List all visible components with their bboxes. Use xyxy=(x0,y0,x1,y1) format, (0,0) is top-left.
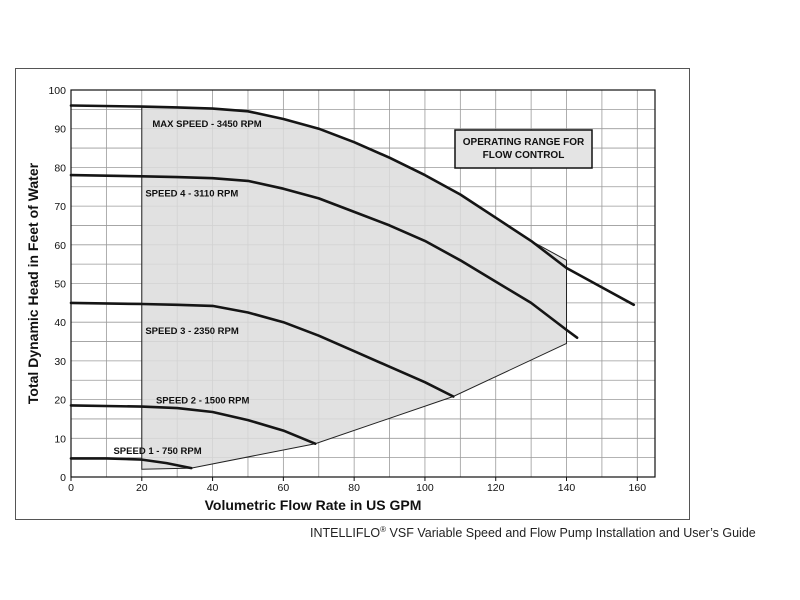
x-tick-label: 60 xyxy=(278,482,290,494)
x-tick-label: 160 xyxy=(629,482,647,494)
x-tick-label: 100 xyxy=(416,482,434,494)
y-tick-label: 0 xyxy=(60,472,66,484)
caption-brand: INTELLIFLO xyxy=(310,526,381,541)
speed-curve-2 xyxy=(69,173,579,339)
y-tick-label: 100 xyxy=(48,85,66,97)
y-tick-label: 90 xyxy=(54,124,66,136)
x-tick-label: 80 xyxy=(348,482,360,494)
curve-label-4: SPEED 2 - 1500 RPM xyxy=(156,395,250,406)
y-tick-label: 50 xyxy=(54,279,66,291)
x-axis-label: Volumetric Flow Rate in US GPM xyxy=(205,497,422,513)
x-tick-label: 20 xyxy=(136,482,148,494)
speed-curve-1 xyxy=(69,104,636,307)
operating-range-label-line-1: OPERATING RANGE FOR xyxy=(463,137,585,148)
operating-range-box-frame xyxy=(454,129,593,169)
x-tick-label: 120 xyxy=(487,482,505,494)
curve-label-2: SPEED 4 - 3110 RPM xyxy=(145,188,238,199)
y-axis-label: Total Dynamic Head in Feet of Water xyxy=(25,162,41,404)
y-tick-label: 60 xyxy=(54,240,66,252)
y-tick-label: 70 xyxy=(54,201,66,213)
y-tick-label: 10 xyxy=(54,433,66,445)
caption: INTELLIFLO® VSF Variable Speed and Flow … xyxy=(310,525,756,540)
curve-label-3: SPEED 3 - 2350 RPM xyxy=(145,326,239,337)
plot-border xyxy=(70,89,656,478)
x-tick-label: 140 xyxy=(558,482,576,494)
caption-rest: VSF Variable Speed and Flow Pump Install… xyxy=(386,526,756,541)
speed-curves xyxy=(69,104,636,470)
curve-label-1: MAX SPEED - 3450 RPM xyxy=(152,119,261,130)
y-tick-label: 40 xyxy=(54,317,66,329)
curve-label-5: SPEED 1 - 750 RPM xyxy=(113,446,201,457)
operating-range-label-line-2: FLOW CONTROL xyxy=(483,150,565,161)
caption-reg: ® xyxy=(380,525,387,534)
x-tick-label: 40 xyxy=(207,482,219,494)
speed-curve-4 xyxy=(69,404,317,445)
operating-range-box: OPERATING RANGE FOR FLOW CONTROL xyxy=(454,129,593,169)
x-tick-label: 0 xyxy=(68,482,74,494)
chart-frame xyxy=(15,68,690,520)
y-tick-label: 20 xyxy=(54,395,66,407)
y-tick-label: 30 xyxy=(54,356,66,368)
speed-curve-5 xyxy=(69,457,193,470)
curve-labels: MAX SPEED - 3450 RPM SPEED 4 - 3110 RPM SP… xyxy=(113,119,261,457)
axes: 0 20 40 60 80 100 120 140 160 0 10 20 30 40 50 60 70 80 90… xyxy=(25,85,656,513)
y-tick-label: 80 xyxy=(54,162,66,174)
speed-curve-3 xyxy=(69,301,455,398)
